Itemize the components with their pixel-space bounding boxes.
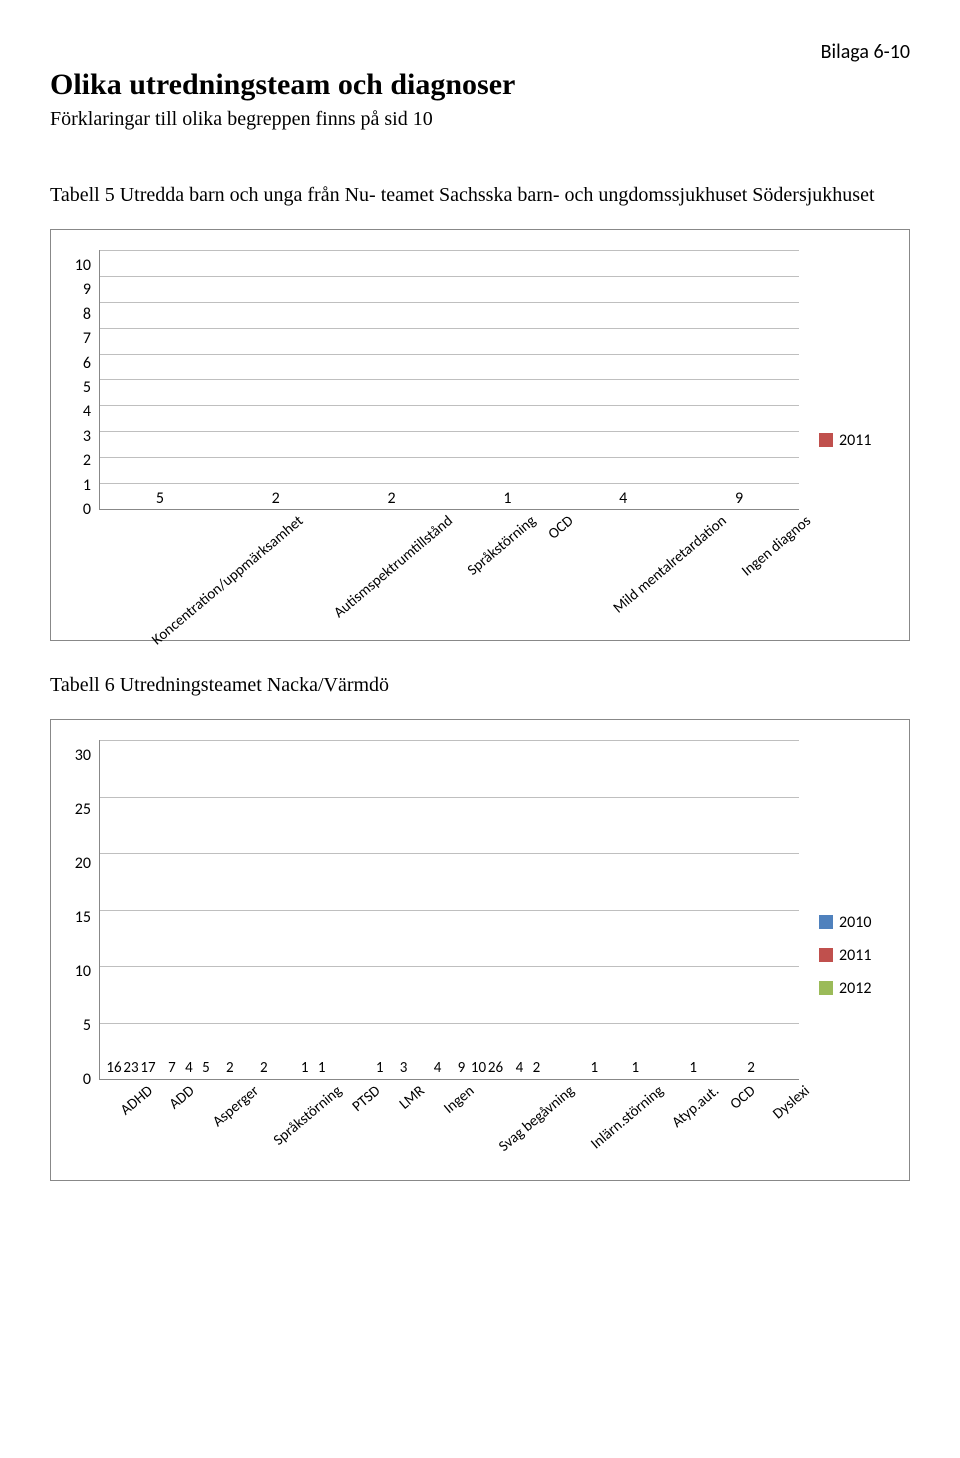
bar-value-label: 10 — [471, 1059, 486, 1077]
chart2-legend: 2010 2011 2012 — [799, 740, 889, 1170]
bar-value-label: 17 — [140, 1059, 155, 1077]
y-tick: 30 — [71, 748, 91, 764]
chart1-plot: 012345678910 522149 — [71, 250, 799, 510]
bar-value-label: 1 — [631, 1059, 639, 1077]
bar-value-label: 1 — [376, 1059, 384, 1077]
x-label: ADHD — [99, 1080, 145, 1170]
bar-value-label: 4 — [619, 489, 627, 508]
chart2-xaxis: ADHDADDAspergerSpråkstörningPTSDLMRIngen… — [99, 1080, 799, 1170]
header-label: Bilaga 6-10 — [50, 40, 910, 64]
y-tick: 0 — [71, 502, 91, 518]
x-label: Ingen — [422, 1080, 468, 1170]
bar-value-label: 3 — [400, 1059, 408, 1077]
y-tick: 5 — [71, 1018, 91, 1034]
chart1-xaxis: Koncentration/uppmärksamhetAutismspektru… — [99, 510, 799, 630]
legend-label: 2011 — [839, 946, 871, 965]
y-tick: 0 — [71, 1072, 91, 1088]
bar-value-label: 2 — [272, 489, 280, 508]
bar-value-label: 4 — [516, 1059, 524, 1077]
y-tick: 20 — [71, 856, 91, 872]
y-tick: 10 — [71, 964, 91, 980]
x-label: Autismspektrumtillstånd — [291, 510, 440, 630]
bar-value-label: 26 — [488, 1059, 503, 1077]
x-label: Svag begåvning — [469, 1080, 562, 1170]
bar-value-label: 1 — [591, 1059, 599, 1077]
chart1-legend: 2011 — [799, 250, 889, 630]
bar-value-label: 1 — [301, 1059, 309, 1077]
page-subtitle: Förklaringar till olika begreppen finns … — [50, 108, 910, 131]
y-tick: 2 — [71, 453, 91, 469]
y-tick: 4 — [71, 404, 91, 420]
y-tick: 25 — [71, 802, 91, 818]
chart1-yaxis: 012345678910 — [71, 250, 99, 510]
bar-value-label: 4 — [185, 1059, 193, 1077]
bar-value-label: 4 — [434, 1059, 442, 1077]
x-label: Dyslexi — [753, 1080, 799, 1170]
bar-value-label: 5 — [202, 1059, 210, 1077]
tabell6-caption: Tabell 6 Utredningsteamet Nacka/Värmdö — [50, 671, 910, 699]
legend-label: 2010 — [839, 913, 871, 932]
bar-value-label: 16 — [106, 1059, 121, 1077]
y-tick: 9 — [71, 282, 91, 298]
x-label: Asperger — [192, 1080, 247, 1170]
y-tick: 1 — [71, 478, 91, 494]
y-tick: 8 — [71, 307, 91, 323]
bar-value-label: 2 — [388, 489, 396, 508]
legend-swatch — [819, 948, 833, 962]
bar-value-label: 9 — [458, 1059, 466, 1077]
y-tick: 15 — [71, 910, 91, 926]
x-label: Mild mentalretardation — [572, 510, 714, 630]
y-tick: 10 — [71, 258, 91, 274]
page-title: Olika utredningsteam och diagnoser — [50, 68, 910, 102]
bar-value-label: 23 — [123, 1059, 138, 1077]
bar-value-label: 1 — [689, 1059, 697, 1077]
bar-value-label: 2 — [226, 1059, 234, 1077]
legend-item: 2011 — [819, 431, 889, 450]
x-label: Koncentration/uppmärksamhet — [99, 510, 291, 630]
bar-value-label: 1 — [503, 489, 511, 508]
y-tick: 3 — [71, 429, 91, 445]
legend-swatch — [819, 433, 833, 447]
y-tick: 7 — [71, 331, 91, 347]
bar-value-label: 5 — [156, 489, 164, 508]
legend-swatch — [819, 981, 833, 995]
bar-value-label: 1 — [318, 1059, 326, 1077]
bar-value-label: 7 — [168, 1059, 176, 1077]
bar-value-label: 9 — [735, 489, 743, 508]
legend-swatch — [819, 915, 833, 929]
y-tick: 5 — [71, 380, 91, 396]
y-tick: 6 — [71, 356, 91, 372]
bar-value-label: 2 — [747, 1059, 755, 1077]
chart1-container: 0 1 2 3 4 5 6 7 8 9 10 5 2 2 1 4 9 Koncentration/uppmär… — [50, 229, 910, 641]
legend-item: 2012 — [819, 979, 889, 998]
legend-item: 2011 — [819, 946, 889, 965]
legend-label: 2012 — [839, 979, 871, 998]
tabell5-caption: Tabell 5 Utredda barn och unga från Nu- … — [50, 181, 910, 209]
legend-item: 2010 — [819, 913, 889, 932]
chart2-container: 051015202530 162317745221113491026421112… — [50, 719, 910, 1181]
chart2-yaxis: 051015202530 — [71, 740, 99, 1080]
chart2-plot: 051015202530 162317745221113491026421112 — [71, 740, 799, 1080]
bar-value-label: 2 — [260, 1059, 268, 1077]
bar-value-label: 2 — [533, 1059, 541, 1077]
legend-label: 2011 — [839, 431, 871, 450]
